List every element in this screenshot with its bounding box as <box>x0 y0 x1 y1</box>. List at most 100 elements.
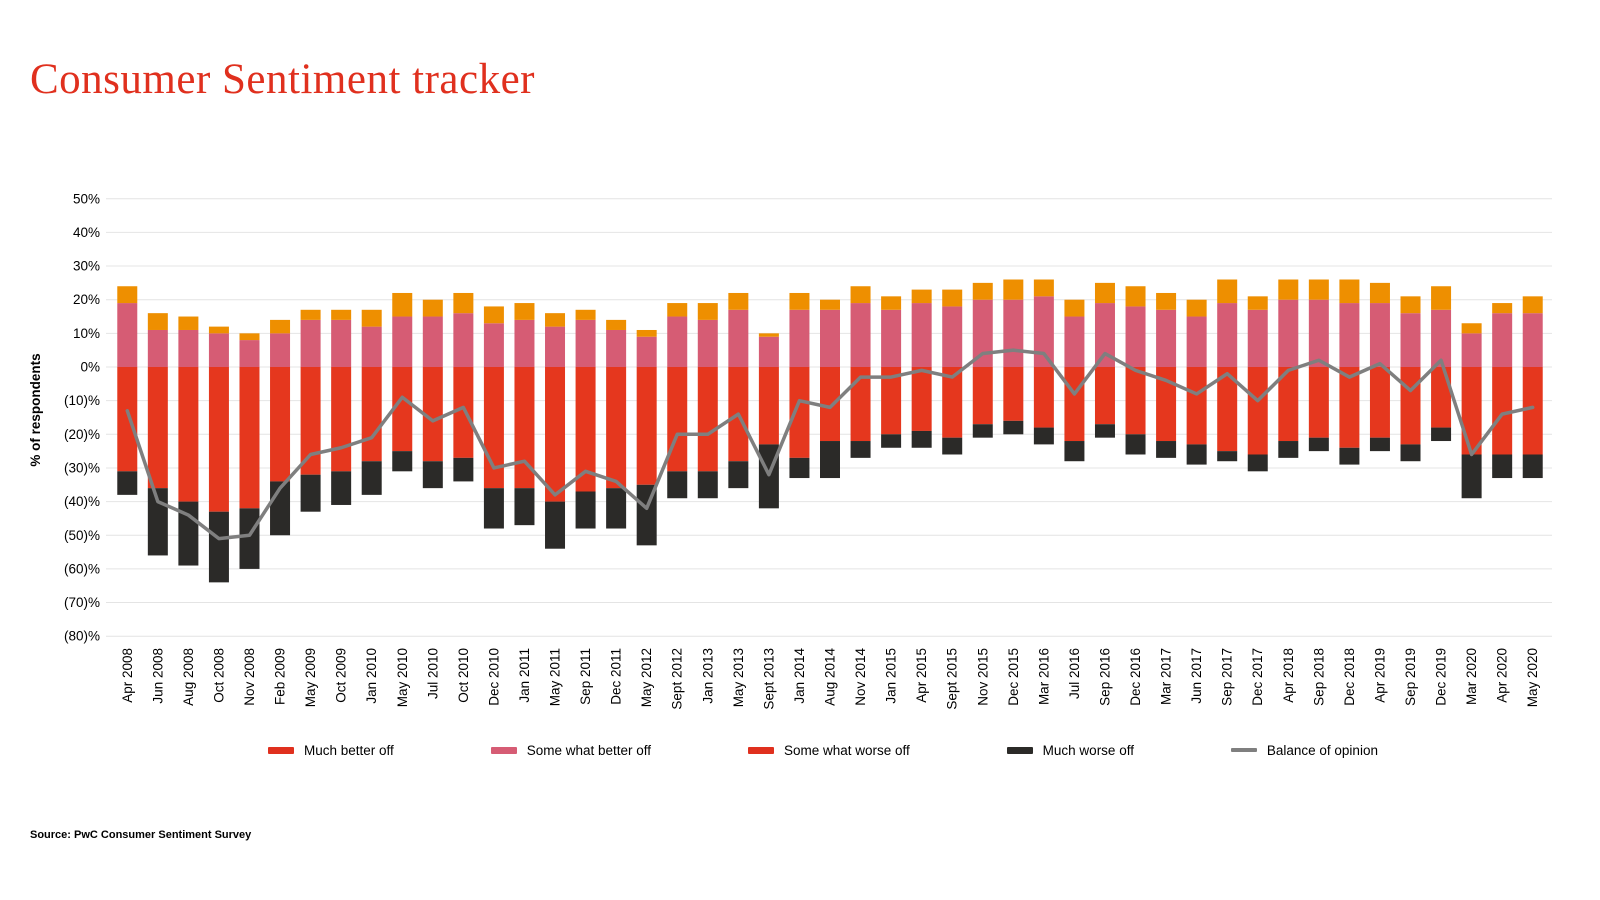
x-tick-label: Aug 2014 <box>823 648 838 706</box>
legend-swatch-icon <box>747 746 774 754</box>
bar-segment-much-better-off <box>1278 279 1299 300</box>
bar-segment-some-what-better-off <box>208 333 229 367</box>
bar-segment-some-what-worse-off <box>911 367 932 431</box>
bar-segment-much-worse-off <box>392 451 413 472</box>
bar-segment-much-worse-off <box>1431 427 1452 442</box>
x-tick-label: Nov 2008 <box>242 648 257 706</box>
x-tick-label: Sept 2015 <box>945 648 960 710</box>
x-tick-label: Dec 2019 <box>1434 648 1449 706</box>
bar-segment-some-what-better-off <box>270 333 291 367</box>
bar-segment-much-better-off <box>239 333 260 341</box>
legend-label: Much better off <box>304 742 394 758</box>
bar-segment-much-worse-off <box>117 471 138 495</box>
bar-segment-much-better-off <box>208 326 229 334</box>
page-title: Consumer Sentiment tracker <box>30 55 535 103</box>
bar-segment-some-what-worse-off <box>606 367 627 489</box>
x-tick-label: Apr 2019 <box>1372 648 1387 703</box>
bar-segment-some-what-worse-off <box>789 367 810 458</box>
bar-segment-much-better-off <box>1522 296 1543 314</box>
bar-segment-much-better-off <box>1247 296 1268 310</box>
bar-segment-much-worse-off <box>514 488 535 526</box>
bar-segment-much-better-off <box>483 306 504 324</box>
bar-segment-much-better-off <box>1369 282 1390 304</box>
bar-segment-much-worse-off <box>1308 437 1329 452</box>
bar-segment-some-what-worse-off <box>147 367 168 489</box>
legend-item-much-better-off: Much better off <box>268 743 394 758</box>
bar-segment-much-worse-off <box>1156 441 1177 458</box>
bar-segment-much-better-off <box>453 292 474 314</box>
legend-label: Some what better off <box>526 742 652 758</box>
bar-segment-some-what-worse-off <box>300 367 321 475</box>
bar-segment-much-worse-off <box>575 491 596 529</box>
bar-segment-some-what-worse-off <box>1522 367 1543 455</box>
y-tick-label: (70)% <box>64 595 100 610</box>
bar-segment-some-what-worse-off <box>850 367 871 442</box>
x-tick-label: Mar 2020 <box>1464 648 1479 705</box>
y-tick-label: 40% <box>73 225 100 240</box>
bar-segment-some-what-worse-off <box>1217 367 1238 452</box>
bar-segment-some-what-better-off <box>1094 303 1115 367</box>
legend-label: Some what worse off <box>783 742 910 758</box>
bar-segment-much-worse-off <box>331 471 352 505</box>
bar-segment-some-what-better-off <box>758 336 779 367</box>
bar-segment-much-better-off <box>300 309 321 320</box>
x-tick-label: Dec 2015 <box>1006 648 1021 706</box>
bar-segment-much-better-off <box>1339 279 1360 304</box>
y-tick-label: 0% <box>80 360 100 375</box>
bar-segment-some-what-worse-off <box>942 367 963 438</box>
bar-segment-much-better-off <box>1186 299 1207 317</box>
bar-segment-much-worse-off <box>1064 441 1085 462</box>
x-tick-label: Sep 2018 <box>1311 648 1326 706</box>
bar-segment-much-worse-off <box>911 430 932 448</box>
bar-segment-much-worse-off <box>850 441 871 458</box>
bar-segment-much-worse-off <box>422 461 443 489</box>
legend-label: Much worse off <box>1042 742 1134 758</box>
bar-segment-some-what-better-off <box>545 326 566 367</box>
bar-segment-some-what-better-off <box>1308 299 1329 367</box>
x-tick-label: Jul 2010 <box>425 648 440 699</box>
bar-segment-some-what-worse-off <box>1033 367 1054 428</box>
bar-segment-some-what-worse-off <box>361 367 382 462</box>
bar-segment-some-what-better-off <box>881 309 902 367</box>
bar-segment-some-what-worse-off <box>331 367 352 472</box>
bar-segment-much-worse-off <box>239 508 260 569</box>
x-tick-label: Sep 2017 <box>1220 648 1235 706</box>
bar-segment-some-what-worse-off <box>575 367 596 492</box>
x-tick-label: Feb 2009 <box>273 648 288 705</box>
bar-segment-much-worse-off <box>1492 454 1513 479</box>
bar-segment-much-worse-off <box>1339 447 1360 465</box>
bar-segment-some-what-worse-off <box>483 367 504 489</box>
bar-segment-some-what-better-off <box>636 336 657 367</box>
x-tick-label: Jan 2011 <box>517 648 532 703</box>
bar-segment-much-better-off <box>1156 292 1177 310</box>
x-tick-label: May 2011 <box>548 648 563 706</box>
y-tick-label: (40)% <box>64 494 100 509</box>
bar-segment-some-what-better-off <box>606 329 627 367</box>
x-tick-label: Apr 2015 <box>914 648 929 703</box>
bar-segment-some-what-worse-off <box>239 367 260 509</box>
sentiment-chart-svg: 50% 40% 30% 20% 10% 0% (10)% (20)% (30)% (40)% (50… <box>28 191 1552 710</box>
bar-segment-much-better-off <box>697 303 718 320</box>
bar-segment-much-worse-off <box>1400 444 1421 462</box>
x-tick-label: Sep 2011 <box>578 648 593 705</box>
bar-segment-some-what-worse-off <box>820 367 840 442</box>
bar-segment-some-what-better-off <box>697 319 718 367</box>
bar-segment-some-what-better-off <box>1369 303 1390 367</box>
bar-segment-much-worse-off <box>820 441 840 479</box>
bar-segment-much-better-off <box>1125 286 1146 307</box>
bar-segment-much-worse-off <box>1247 454 1268 472</box>
x-tick-label: Mar 2016 <box>1036 648 1051 705</box>
bar-segment-some-what-worse-off <box>1431 367 1452 428</box>
bar-segment-much-better-off <box>1461 323 1482 334</box>
bar-segment-some-what-better-off <box>820 309 840 367</box>
bar-segment-some-what-better-off <box>1339 303 1360 367</box>
bar-segment-some-what-worse-off <box>117 367 138 472</box>
bar-segment-some-what-better-off <box>300 319 321 367</box>
bar-segment-some-what-worse-off <box>178 367 199 502</box>
bar-segment-much-better-off <box>1003 279 1024 300</box>
x-tick-label: Sep 2019 <box>1403 648 1418 706</box>
bar-segment-some-what-worse-off <box>208 367 229 512</box>
bar-segment-much-better-off <box>667 303 688 317</box>
bar-segment-much-better-off <box>545 313 566 327</box>
bar-segment-much-better-off <box>820 299 840 310</box>
